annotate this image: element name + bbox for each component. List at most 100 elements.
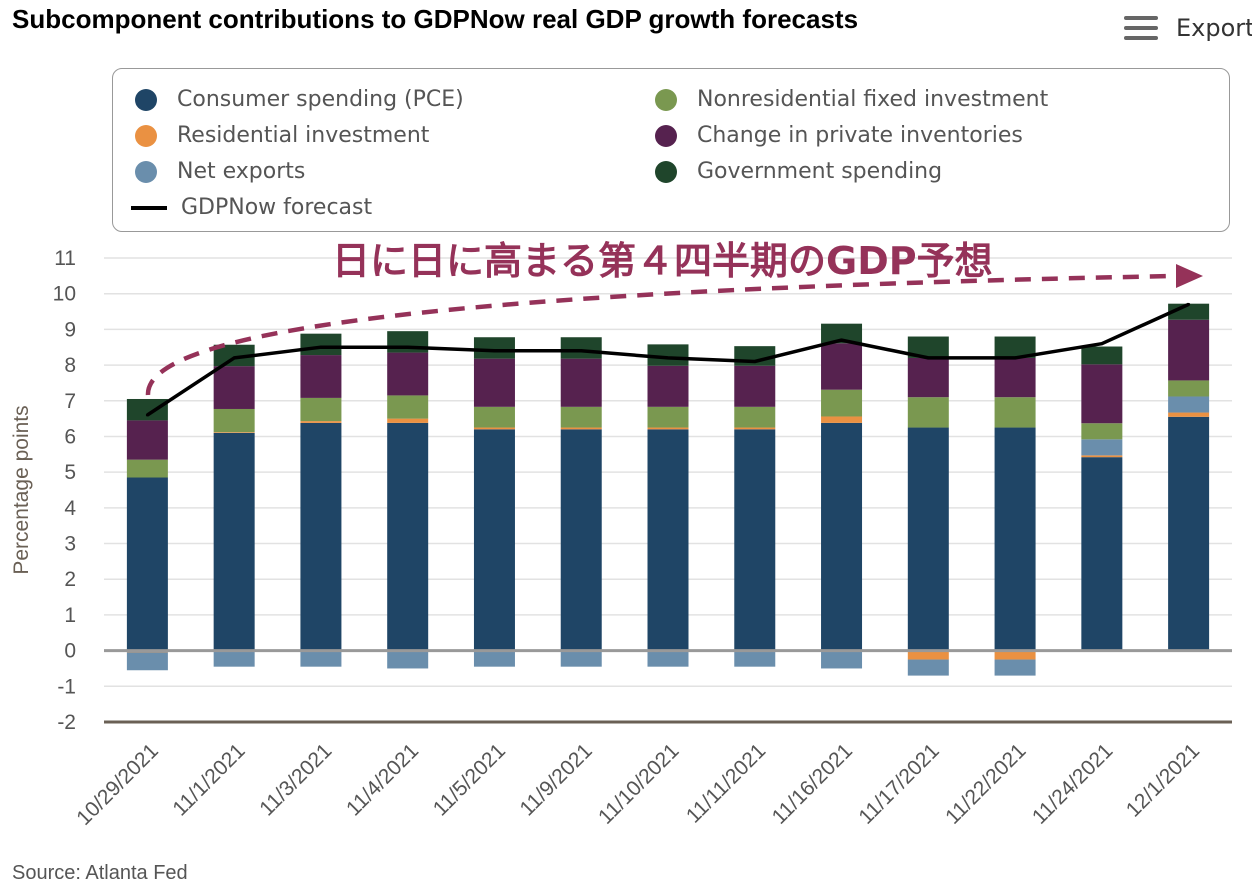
bar-segment[interactable] [647, 427, 689, 430]
bar-segment[interactable] [473, 429, 515, 651]
bar-segment[interactable] [1081, 346, 1123, 365]
x-tick-label: 11/5/2021 [429, 739, 510, 820]
bar-segment[interactable] [734, 650, 776, 667]
bar-segment[interactable] [1081, 457, 1123, 651]
forecast-point[interactable] [145, 413, 149, 417]
bar-segment[interactable] [821, 323, 863, 344]
bar-segment[interactable] [213, 366, 255, 409]
bar-segment[interactable] [1168, 319, 1210, 381]
bar-segment[interactable] [907, 336, 949, 358]
trend-arrow [145, 273, 1176, 396]
bar-segment[interactable] [300, 422, 342, 651]
bar-segment[interactable] [1168, 416, 1210, 651]
bar-segment[interactable] [560, 429, 602, 651]
bar-segment[interactable] [473, 406, 515, 428]
bar-segment[interactable] [300, 650, 342, 667]
bar-segment[interactable] [994, 650, 1036, 660]
bar-segment[interactable] [647, 650, 689, 667]
bar-segment[interactable] [213, 344, 255, 367]
bar-segment[interactable] [300, 333, 342, 356]
bar-segment[interactable] [213, 432, 255, 433]
bar-segment[interactable] [647, 429, 689, 651]
bar-segment[interactable] [647, 406, 689, 428]
bar-segment[interactable] [1168, 412, 1210, 417]
bar-segment[interactable] [1081, 364, 1123, 424]
legend-item-pce[interactable]: Consumer spending (PCE) [135, 87, 464, 112]
bar-segment[interactable] [213, 408, 255, 433]
bar-segment[interactable] [994, 427, 1036, 651]
forecast-point[interactable] [319, 345, 323, 349]
bar-segment[interactable] [734, 427, 776, 430]
bar-segment[interactable] [907, 397, 949, 428]
bar-segment[interactable] [994, 336, 1036, 358]
bar-segment[interactable] [647, 344, 689, 366]
bar-segment[interactable] [560, 406, 602, 428]
legend-item-residential[interactable]: Residential investment [135, 123, 429, 148]
bar-segment[interactable] [300, 355, 342, 398]
bar-segment[interactable] [1081, 423, 1123, 440]
bar-segment[interactable] [821, 650, 863, 669]
forecast-point[interactable] [1013, 356, 1017, 360]
bar-segment[interactable] [300, 397, 342, 422]
bar-segment[interactable] [387, 395, 429, 419]
bar-segment[interactable] [994, 659, 1036, 676]
bar-segment[interactable] [907, 427, 949, 651]
forecast-point[interactable] [1100, 342, 1104, 346]
bar-segment[interactable] [300, 421, 342, 423]
bar-segment[interactable] [126, 459, 168, 478]
bar-segment[interactable] [213, 432, 255, 651]
bar-segment[interactable] [560, 358, 602, 407]
bar-segment[interactable] [387, 650, 429, 669]
bar-segment[interactable] [1081, 439, 1123, 456]
bar-segment[interactable] [473, 650, 515, 667]
bar-segment[interactable] [1168, 396, 1210, 413]
bar-segment[interactable] [821, 416, 863, 423]
bar-segment[interactable] [821, 343, 863, 390]
bar-segment[interactable] [126, 398, 168, 421]
forecast-point[interactable] [666, 356, 670, 360]
bar-segment[interactable] [560, 650, 602, 667]
bar-segment[interactable] [907, 650, 949, 660]
legend-marker [655, 124, 677, 147]
bar-segment[interactable] [734, 406, 776, 428]
bar-segment[interactable] [560, 427, 602, 430]
x-tick-label: 11/10/2021 [594, 739, 683, 828]
forecast-point[interactable] [579, 349, 583, 353]
bar-segment[interactable] [907, 357, 949, 398]
export-button[interactable]: Export [1124, 8, 1252, 48]
bar-segment[interactable] [213, 650, 255, 667]
legend-item-government[interactable]: Government spending [655, 159, 942, 184]
forecast-point[interactable] [753, 360, 757, 364]
bar-segment[interactable] [387, 418, 429, 423]
legend-item-nonresidential[interactable]: Nonresidential fixed investment [655, 87, 1048, 112]
bar-segment[interactable] [734, 429, 776, 651]
forecast-point[interactable] [406, 345, 410, 349]
forecast-point[interactable] [492, 349, 496, 353]
bar-segment[interactable] [387, 352, 429, 396]
legend-item-inventories[interactable]: Change in private inventories [655, 123, 1023, 148]
bar-segment[interactable] [994, 357, 1036, 398]
bar-segment[interactable] [647, 365, 689, 407]
bar-segment[interactable] [821, 422, 863, 651]
bar-segment[interactable] [1081, 455, 1123, 458]
bar-segment[interactable] [734, 365, 776, 407]
forecast-point[interactable] [1187, 302, 1191, 306]
legend-item-net-exports[interactable]: Net exports [135, 159, 305, 184]
bar-segment[interactable] [126, 652, 168, 671]
bar-segment[interactable] [907, 659, 949, 676]
bar-segment[interactable] [821, 389, 863, 417]
legend-item-gdpnow[interactable]: GDPNow forecast [131, 195, 372, 220]
bar-segment[interactable] [126, 477, 168, 651]
bar-segment[interactable] [1168, 380, 1210, 397]
forecast-point[interactable] [926, 356, 930, 360]
x-tick-label: 11/22/2021 [941, 739, 1030, 828]
bar-segment[interactable] [387, 422, 429, 651]
bar-segment[interactable] [473, 358, 515, 407]
bar-segment[interactable] [126, 420, 168, 460]
forecast-point[interactable] [840, 338, 844, 342]
bar-segment[interactable] [560, 337, 602, 359]
bar-segment[interactable] [994, 397, 1036, 428]
bar-segment[interactable] [473, 427, 515, 430]
forecast-point[interactable] [232, 356, 236, 360]
bar-segment[interactable] [473, 337, 515, 359]
